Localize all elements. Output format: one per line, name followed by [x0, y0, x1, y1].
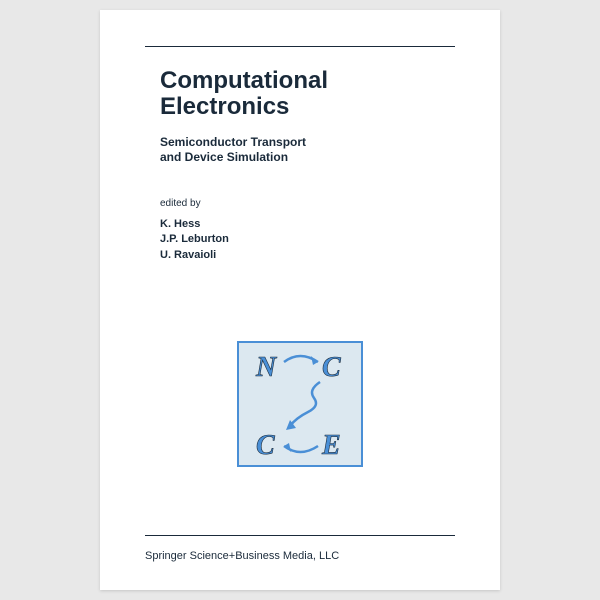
- editor: U. Ravaioli: [160, 248, 440, 263]
- title-line-1: Computational: [160, 67, 328, 94]
- book-cover: Computational Electronics Semiconductor …: [100, 10, 500, 590]
- editors-list: K. Hess J.P. Leburton U. Ravaioli: [160, 217, 440, 263]
- svg-text:N: N: [255, 352, 278, 383]
- ncce-logo: N C C E: [236, 340, 364, 473]
- editor: K. Hess: [160, 217, 440, 232]
- edited-by-label: edited by: [160, 198, 440, 209]
- title-line-2: Electronics: [160, 93, 289, 120]
- book-title: Computational Electronics: [160, 68, 440, 121]
- top-rule: [145, 46, 455, 47]
- cover-text-block: Computational Electronics Semiconductor …: [160, 68, 440, 263]
- subtitle-line-1: Semiconductor Transport: [160, 135, 306, 149]
- subtitle-line-2: and Device Simulation: [160, 150, 288, 164]
- bottom-rule: [145, 535, 455, 536]
- svg-text:C: C: [256, 430, 275, 461]
- svg-text:E: E: [321, 430, 341, 461]
- editor: J.P. Leburton: [160, 232, 440, 247]
- svg-text:C: C: [322, 352, 341, 383]
- book-subtitle: Semiconductor Transport and Device Simul…: [160, 135, 440, 166]
- publisher-name: Springer Science+Business Media, LLC: [145, 550, 339, 562]
